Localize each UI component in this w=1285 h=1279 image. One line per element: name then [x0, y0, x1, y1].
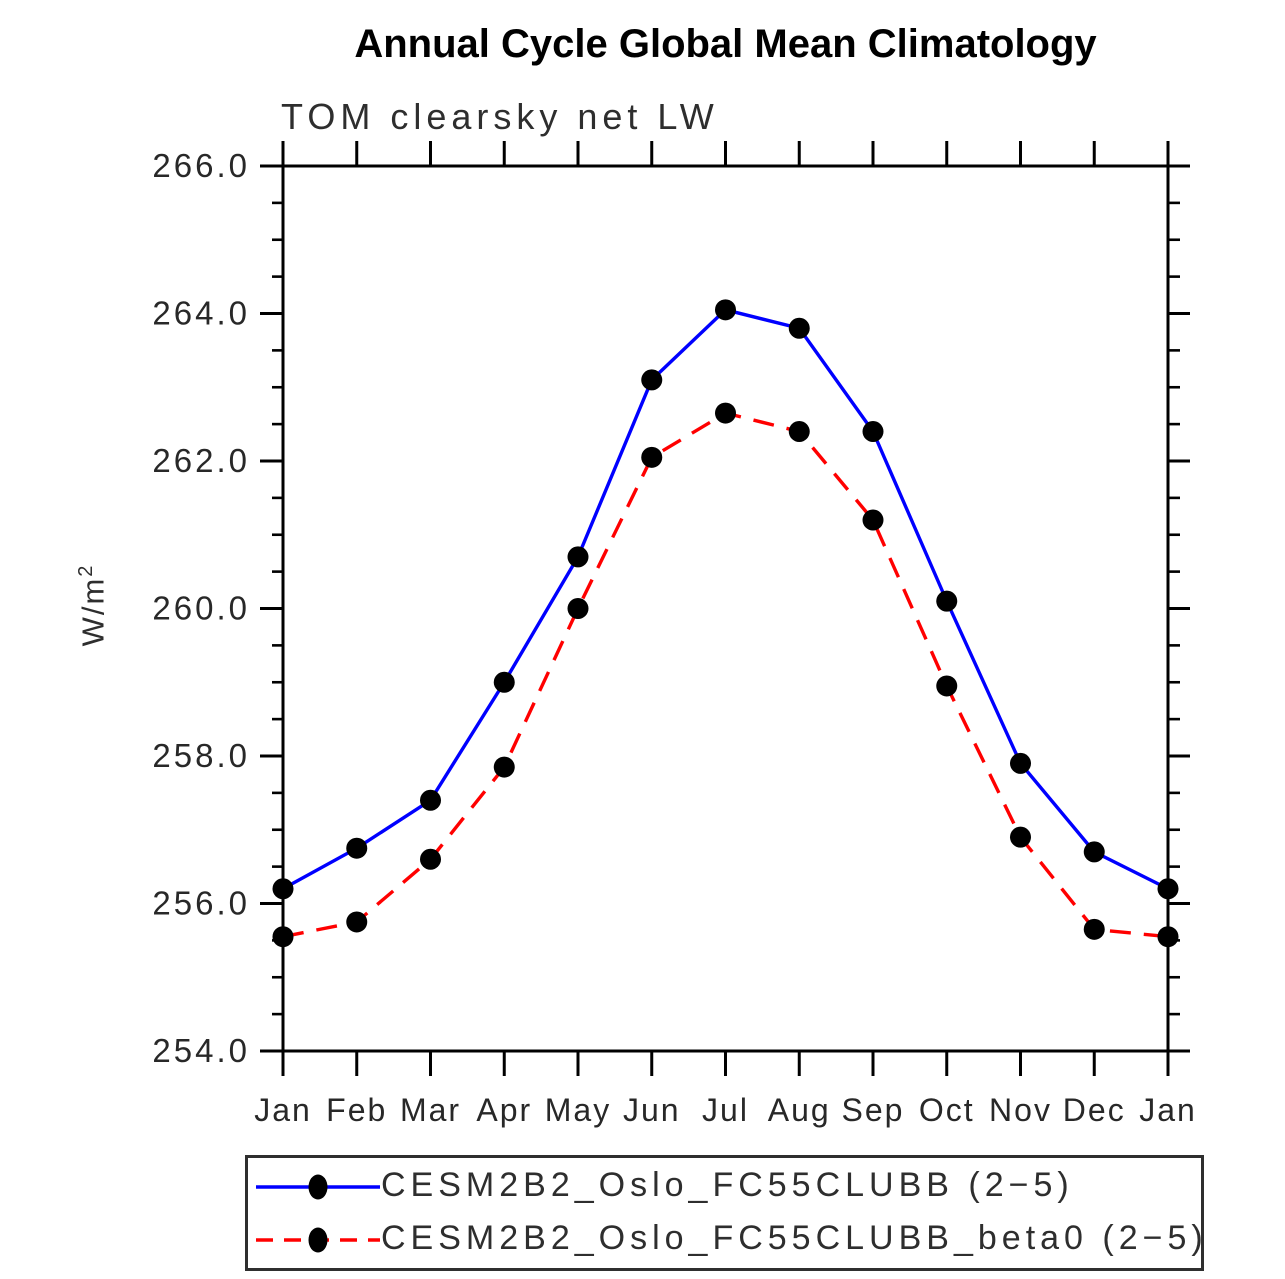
x-tick-label: Feb — [326, 1092, 387, 1128]
y-tick-label: 256.0 — [152, 885, 250, 922]
data-point — [788, 421, 810, 442]
data-point — [1083, 841, 1105, 863]
x-tick-label: Nov — [989, 1092, 1052, 1128]
data-point — [272, 878, 294, 900]
data-point — [641, 446, 663, 468]
x-tick-label: Jan — [1139, 1092, 1197, 1128]
x-tick-label: Jan — [254, 1092, 312, 1128]
x-tick-label: Mar — [400, 1092, 461, 1128]
legend-label-2: CESM2B2_Oslo_FC55CLUBB_beta0 (2−5) — [381, 1219, 1208, 1257]
y-tick-label: 266.0 — [152, 147, 250, 184]
legend-line-sample-red — [256, 1227, 380, 1253]
data-point — [715, 299, 736, 321]
data-point — [1157, 878, 1179, 900]
legend-entry-1: CESM2B2_Oslo_FC55CLUBB (2−5) — [248, 1166, 1201, 1224]
data-point — [420, 848, 441, 870]
x-tick-label: Apr — [476, 1092, 532, 1128]
data-point — [1010, 826, 1031, 848]
data-point — [567, 598, 589, 619]
data-point — [936, 675, 958, 697]
series-line-0 — [282, 307, 1169, 891]
data-point — [715, 402, 736, 424]
y-tick-label: 262.0 — [152, 442, 250, 479]
legend-entry-2: CESM2B2_Oslo_FC55CLUBB_beta0 (2−5) — [248, 1221, 1203, 1277]
data-point — [1157, 926, 1179, 948]
y-tick-label: 260.0 — [152, 590, 250, 627]
legend: CESM2B2_Oslo_FC55CLUBB (2−5) CESM2B2_Osl… — [245, 1155, 1204, 1271]
x-tick-label: Aug — [768, 1092, 831, 1128]
data-point — [567, 546, 589, 568]
x-tick-label: Sep — [842, 1092, 905, 1128]
x-tick-label: Jun — [623, 1092, 681, 1128]
data-point — [272, 926, 294, 948]
data-point — [493, 671, 515, 693]
legend-line-sample-blue — [256, 1174, 380, 1200]
data-point — [346, 837, 368, 859]
series-line-1 — [282, 411, 1169, 939]
data-point — [641, 369, 663, 391]
x-tick-label: Jul — [702, 1092, 749, 1128]
data-point — [420, 789, 441, 811]
x-tick-label: May — [545, 1092, 611, 1128]
data-point — [862, 421, 884, 442]
legend-sample-marker — [308, 1174, 328, 1200]
data-point — [346, 911, 368, 933]
data-point — [936, 590, 958, 612]
data-point — [862, 509, 884, 531]
y-tick-label: 264.0 — [152, 295, 250, 332]
x-tick-label: Oct — [919, 1092, 975, 1128]
y-tick-label: 258.0 — [152, 737, 250, 774]
data-point — [493, 756, 515, 778]
data-point — [788, 317, 810, 339]
data-point — [1083, 918, 1105, 940]
data-point — [1010, 752, 1031, 774]
y-tick-label: 254.0 — [152, 1032, 250, 1069]
chart-title: Annual Cycle Global Mean Climatology — [354, 22, 1097, 66]
chart-subtitle: TOM clearsky net LW — [281, 96, 719, 137]
x-tick-label: Dec — [1063, 1092, 1126, 1128]
legend-sample-marker — [308, 1227, 328, 1253]
legend-label-1: CESM2B2_Oslo_FC55CLUBB (2−5) — [381, 1166, 1074, 1204]
